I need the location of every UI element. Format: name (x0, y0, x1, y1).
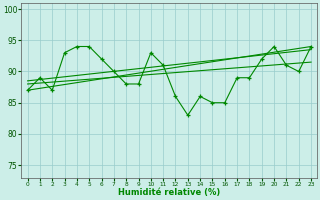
X-axis label: Humidité relative (%): Humidité relative (%) (118, 188, 220, 197)
